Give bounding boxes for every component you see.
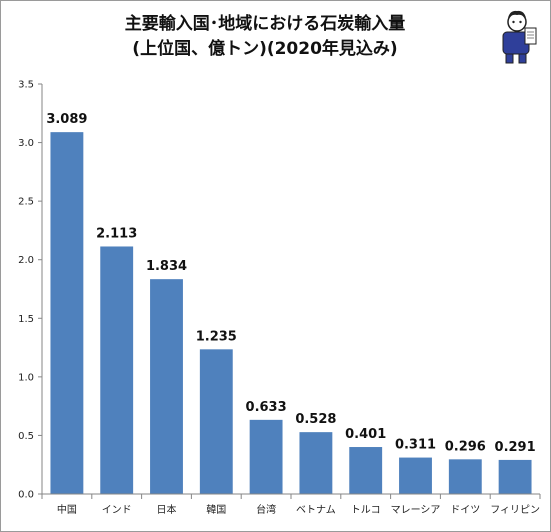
- category-label: ドイツ: [450, 505, 480, 516]
- data-label: 1.235: [196, 329, 237, 344]
- category-label: インド: [102, 505, 132, 516]
- data-label: 0.311: [395, 438, 436, 453]
- bar: [299, 432, 333, 494]
- y-axis: 0.0 0.5 1.0 1.5 2.0 2.5 3.0 3.5: [18, 80, 43, 501]
- y-tick-label: 0.0: [18, 490, 34, 501]
- data-label: 1.834: [146, 259, 187, 274]
- y-tick-label: 0.5: [18, 431, 34, 442]
- y-tick-label: 2.5: [18, 197, 34, 208]
- y-tick-label: 3.0: [18, 138, 34, 149]
- data-label: 2.113: [96, 226, 137, 241]
- category-label: 中国: [57, 503, 77, 516]
- y-tick-label: 3.5: [18, 80, 34, 91]
- chart-title-line1: 主要輸入国･地域における石炭輸入量: [124, 14, 406, 34]
- category-label: 台湾: [256, 503, 276, 516]
- y-tick-label: 1.5: [18, 314, 34, 325]
- data-label: 0.291: [495, 440, 536, 455]
- bar: [399, 457, 432, 494]
- bar: [249, 419, 283, 494]
- data-label: 3.089: [46, 112, 87, 127]
- chart-title-line2: (上位国、億トン)(2020年見込み): [132, 39, 398, 59]
- category-label: 日本: [157, 503, 177, 516]
- category-label: 韓国: [206, 504, 226, 516]
- data-label: 0.296: [445, 439, 486, 454]
- bar: [448, 459, 482, 494]
- bar: [100, 246, 134, 494]
- category-label: マレーシア: [391, 505, 441, 516]
- category-label: ベトナム: [296, 504, 336, 516]
- category-label: トルコ: [351, 505, 381, 516]
- data-label: 0.633: [246, 400, 287, 415]
- bar: [50, 132, 84, 494]
- data-labels: 3.089 2.113 1.834 1.235 0.633 0.528 0.401 0.311…: [46, 112, 535, 455]
- x-axis: 中国 インド 日本 韓国 台湾 ベトナム トルコ マレーシア ドイツ フィリピン: [41, 493, 541, 516]
- data-label: 0.401: [345, 427, 386, 442]
- bar: [498, 459, 532, 494]
- bar: [150, 279, 183, 494]
- mascot-icon: [502, 10, 537, 64]
- y-tick-label: 2.0: [18, 255, 34, 266]
- bars: [50, 132, 532, 494]
- data-label: 0.528: [295, 412, 336, 427]
- bar: [199, 349, 233, 494]
- bar: [349, 447, 383, 494]
- y-tick-label: 1.0: [18, 372, 34, 383]
- category-label: フィリピン: [490, 504, 540, 516]
- chart-title: 主要輸入国･地域における石炭輸入量 (上位国、億トン)(2020年見込み): [0, 12, 530, 62]
